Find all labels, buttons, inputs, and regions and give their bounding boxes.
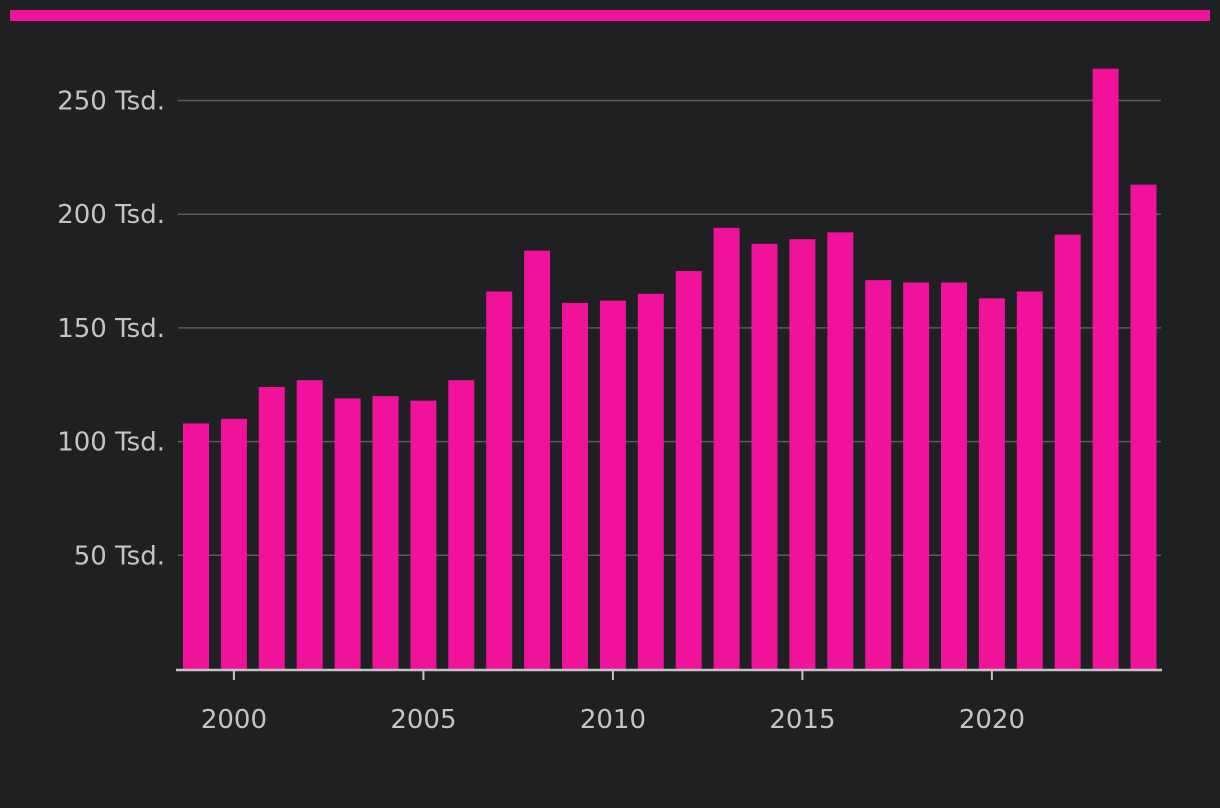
bars <box>183 68 1157 670</box>
x-tick-label: 2020 <box>959 705 1025 735</box>
y-tick-label: 250 Tsd. <box>57 87 165 117</box>
bar-2016 <box>827 232 854 669</box>
y-tick-label: 150 Tsd. <box>57 314 165 344</box>
bar-2014 <box>751 243 778 669</box>
bar-2021 <box>1016 291 1043 669</box>
x-tick-label: 2015 <box>769 705 835 735</box>
bar-2012 <box>675 271 702 669</box>
x-tick-label: 2005 <box>390 705 456 735</box>
bar-1999 <box>183 423 209 669</box>
bar-2017 <box>865 280 892 669</box>
y-tick-label: 200 Tsd. <box>57 200 165 230</box>
bar-2007 <box>486 291 513 669</box>
grid-lines <box>178 99 1161 557</box>
bar-2000 <box>220 418 247 669</box>
x-tick-label: 2010 <box>580 705 646 735</box>
bar-2022 <box>1054 234 1081 669</box>
bar-2024 <box>1130 184 1157 669</box>
bar-2018 <box>903 282 930 669</box>
y-tick-label: 50 Tsd. <box>74 541 165 571</box>
bar-2003 <box>334 398 361 669</box>
bar-2009 <box>562 302 588 669</box>
bar-2011 <box>637 293 664 669</box>
bar-2001 <box>258 387 285 669</box>
bar-2015 <box>789 239 816 670</box>
bar-2010 <box>599 300 626 669</box>
x-tick-label: 2000 <box>201 705 267 735</box>
y-tick-label: 100 Tsd. <box>57 428 165 458</box>
accent-band <box>10 10 1210 21</box>
y-tick-labels: 50 Tsd. 100 Tsd. 150 Tsd. 200 Tsd. 250 Tsd. <box>57 87 165 572</box>
bar-2004 <box>372 396 399 669</box>
bar-2020 <box>978 298 1005 669</box>
x-tick-labels: 2000 2005 2010 2015 2020 <box>201 705 1025 735</box>
bar-2005 <box>410 400 437 669</box>
bar-2013 <box>713 227 740 669</box>
bar-2023 <box>1092 68 1119 669</box>
bar-2002 <box>296 380 323 669</box>
bar-2008 <box>524 250 551 670</box>
bar-2006 <box>448 380 475 669</box>
x-axis <box>176 668 1162 680</box>
bar-2019 <box>941 282 967 669</box>
